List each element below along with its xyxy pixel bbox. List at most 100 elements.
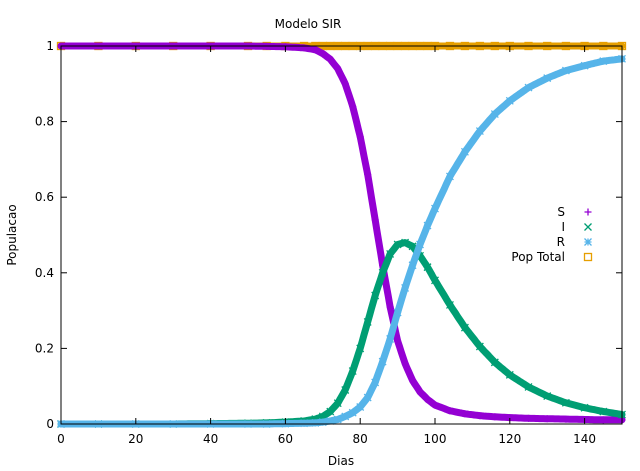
y-tick-label: 0.8 xyxy=(35,115,54,129)
data-point-i xyxy=(505,370,514,379)
data-point-r xyxy=(543,74,552,83)
data-point-i xyxy=(431,276,439,285)
data-point-i xyxy=(490,358,499,367)
y-axis-label: Populacao xyxy=(5,204,19,265)
y-tick-label: 0.4 xyxy=(35,266,54,280)
data-point-i xyxy=(561,398,570,407)
x-tick-label: 20 xyxy=(128,432,143,446)
data-point-r xyxy=(460,147,469,156)
data-point-r xyxy=(363,393,372,402)
data-point-r xyxy=(356,403,365,411)
data-point-i xyxy=(401,238,410,247)
data-point-s xyxy=(341,80,349,88)
data-point-i xyxy=(599,407,608,416)
series-r xyxy=(57,54,626,428)
data-point-s xyxy=(334,65,342,73)
data-point-s xyxy=(599,416,607,424)
data-point-r xyxy=(333,415,342,424)
data-point-i xyxy=(475,342,484,351)
data-point-r xyxy=(505,96,514,105)
data-point-s xyxy=(416,388,424,396)
data-point-i xyxy=(378,268,387,277)
x-tick-label: 140 xyxy=(573,432,596,446)
data-point-r xyxy=(326,417,335,425)
data-point-i xyxy=(348,367,357,376)
data-point-i xyxy=(460,323,469,332)
data-point-r xyxy=(416,240,424,249)
data-point-r xyxy=(393,308,402,317)
data-point-r xyxy=(446,172,454,181)
data-point-s xyxy=(319,50,327,58)
data-point-i xyxy=(423,263,432,272)
chart-title: Modelo SIR xyxy=(275,17,342,31)
data-point-s xyxy=(349,102,357,110)
x-tick-label: 40 xyxy=(203,432,218,446)
data-point-s xyxy=(476,412,484,420)
data-point-r xyxy=(348,408,357,417)
data-point-r xyxy=(371,378,380,387)
data-point-i xyxy=(446,300,454,309)
data-point-i xyxy=(386,249,395,258)
data-point-s xyxy=(424,395,432,403)
data-point-s xyxy=(409,377,417,385)
legend-marker-i xyxy=(584,223,592,231)
y-tick-label: 0.2 xyxy=(35,341,54,355)
data-point-s xyxy=(364,171,372,179)
data-point-r xyxy=(318,418,327,427)
data-point-s xyxy=(386,303,394,311)
x-tick-label: 0 xyxy=(57,432,65,446)
series-line-s xyxy=(57,42,626,424)
plot-frame xyxy=(60,45,623,425)
y-tick-label: 0 xyxy=(46,417,54,431)
data-point-i xyxy=(341,386,350,394)
series-s xyxy=(57,42,626,424)
legend-marker-s xyxy=(584,208,592,216)
legend-label-pop-total: Pop Total xyxy=(511,250,565,264)
data-point-i xyxy=(524,382,533,391)
data-point-i xyxy=(333,399,342,408)
data-point-s xyxy=(401,360,409,368)
data-point-i xyxy=(371,291,380,300)
data-point-r xyxy=(341,412,350,421)
y-tick-label: 0.6 xyxy=(35,190,54,204)
data-point-s xyxy=(371,216,379,224)
x-tick-label: 120 xyxy=(498,432,521,446)
data-point-r xyxy=(431,204,439,213)
data-point-r xyxy=(311,418,320,427)
legend-label-i: I xyxy=(561,220,565,234)
series-i xyxy=(57,238,626,428)
data-point-s xyxy=(356,133,364,141)
legend-marker-pop-total xyxy=(583,252,593,262)
data-point-s xyxy=(461,410,469,418)
data-point-r xyxy=(561,66,570,75)
data-point-r xyxy=(524,83,533,92)
data-point-r xyxy=(378,357,387,366)
x-tick-label: 100 xyxy=(424,432,447,446)
x-tick-label: 60 xyxy=(278,432,293,446)
data-point-r xyxy=(300,419,309,428)
data-point-r xyxy=(599,57,608,66)
series-line-r xyxy=(57,55,626,428)
data-point-i xyxy=(326,407,335,416)
data-point-s xyxy=(562,415,570,423)
data-point-s xyxy=(543,415,551,423)
x-tick-label: 80 xyxy=(353,432,368,446)
data-point-r xyxy=(490,110,499,118)
legend-label-s: S xyxy=(557,205,565,219)
series-layer xyxy=(56,41,627,428)
data-point-r xyxy=(475,127,484,136)
data-point-i xyxy=(393,240,402,249)
data-point-s xyxy=(446,407,454,415)
data-point-i xyxy=(356,344,365,353)
legend-label-r: R xyxy=(557,235,565,249)
x-axis-label: Dias xyxy=(328,454,354,468)
data-point-r xyxy=(408,261,417,270)
data-point-r xyxy=(401,283,410,292)
data-point-s xyxy=(311,46,319,54)
legend-marker-r xyxy=(584,238,592,246)
axis-ticks: 0 20 40 60 80 100 120 140 0 0.2 0.4 0.6 0.8 1 xyxy=(35,39,622,446)
data-point-i xyxy=(580,403,589,412)
data-point-i xyxy=(363,317,372,326)
